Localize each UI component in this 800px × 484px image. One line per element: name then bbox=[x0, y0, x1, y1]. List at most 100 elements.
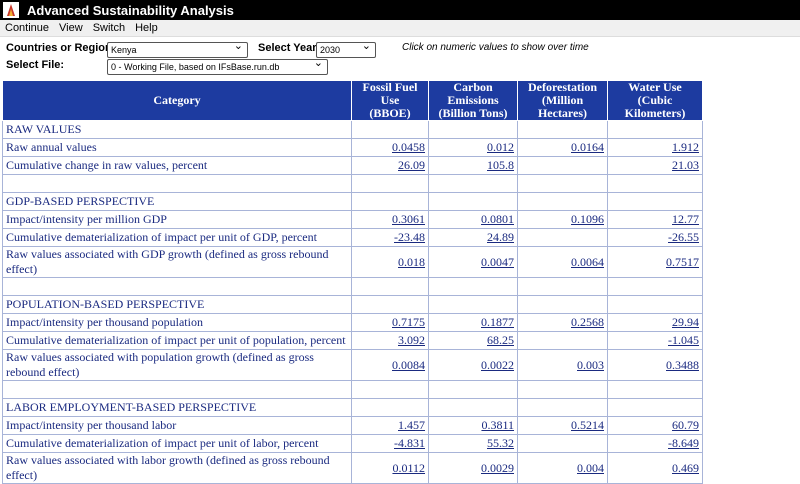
value-cell: 0.0112 bbox=[351, 452, 429, 484]
value-cell: 0.0084 bbox=[351, 349, 429, 381]
value-link[interactable]: 0.004 bbox=[577, 460, 604, 475]
value-link[interactable]: 68.25 bbox=[487, 333, 514, 347]
empty-cell bbox=[517, 192, 608, 211]
header-text: (Million Hectares) bbox=[537, 93, 588, 120]
value-link[interactable]: 21.03 bbox=[672, 158, 699, 172]
row-label: Impact/intensity per million GDP bbox=[2, 210, 352, 229]
file-select[interactable]: 0 - Working File, based on IFsBase.run.d… bbox=[107, 56, 328, 75]
value-link[interactable]: 0.3811 bbox=[481, 418, 514, 432]
value-link[interactable]: 12.77 bbox=[672, 212, 699, 226]
header-text: (BBOE) bbox=[369, 106, 411, 120]
value-link[interactable]: 0.0164 bbox=[571, 140, 604, 154]
value-link[interactable]: 0.0047 bbox=[481, 254, 514, 269]
value-cell: -1.045 bbox=[607, 331, 703, 350]
value-link[interactable]: -4.831 bbox=[394, 436, 425, 450]
value-link[interactable]: 105.8 bbox=[487, 158, 514, 172]
empty-cell bbox=[428, 380, 518, 399]
value-cell: 0.0022 bbox=[428, 349, 518, 381]
value-cell: 0.3061 bbox=[351, 210, 429, 229]
file-label: Select File: bbox=[6, 59, 65, 71]
value-link[interactable]: 0.5214 bbox=[571, 418, 604, 432]
empty-cell bbox=[351, 277, 429, 296]
value-cell: 0.0064 bbox=[517, 246, 608, 278]
menu-item[interactable]: Switch bbox=[92, 22, 126, 34]
region-select[interactable]: Kenya bbox=[107, 39, 248, 58]
value-link[interactable]: 0.7175 bbox=[392, 315, 425, 329]
value-link[interactable]: 0.2568 bbox=[571, 315, 604, 329]
empty-cell bbox=[428, 120, 518, 139]
value-cell: -4.831 bbox=[351, 434, 429, 453]
year-select[interactable]: 2030 bbox=[316, 39, 376, 58]
value-link[interactable]: 0.0084 bbox=[392, 357, 425, 372]
value-link[interactable]: 0.1877 bbox=[481, 315, 514, 329]
empty-cell bbox=[607, 398, 703, 417]
value-cell: 1.457 bbox=[351, 416, 429, 435]
value-link[interactable]: -1.045 bbox=[668, 333, 699, 347]
empty-cell bbox=[607, 192, 703, 211]
value-link[interactable]: 3.092 bbox=[398, 333, 425, 347]
value-link[interactable]: 29.94 bbox=[672, 315, 699, 329]
value-link[interactable]: 0.469 bbox=[672, 460, 699, 475]
value-link[interactable]: 1.912 bbox=[672, 140, 699, 154]
value-cell bbox=[517, 331, 608, 350]
value-cell: 21.03 bbox=[607, 156, 703, 175]
value-link[interactable]: 60.79 bbox=[672, 418, 699, 432]
column-header: Carbon Emissions (Billion Tons) bbox=[428, 80, 518, 121]
value-link[interactable]: 0.0064 bbox=[571, 254, 604, 269]
value-cell: -26.55 bbox=[607, 228, 703, 247]
value-cell: 0.1877 bbox=[428, 313, 518, 332]
value-link[interactable]: 0.0458 bbox=[392, 140, 425, 154]
empty-cell bbox=[351, 295, 429, 314]
value-link[interactable]: 0.012 bbox=[487, 140, 514, 154]
row-label: Raw annual values bbox=[2, 138, 352, 157]
value-cell: 12.77 bbox=[607, 210, 703, 229]
row-label: Cumulative dematerialization of impact p… bbox=[2, 228, 352, 247]
value-cell: -23.48 bbox=[351, 228, 429, 247]
value-link[interactable]: 55.32 bbox=[487, 436, 514, 450]
data-row: Impact/intensity per million GDP 0.3061 0.… bbox=[2, 210, 703, 229]
value-link[interactable]: -23.48 bbox=[394, 230, 425, 244]
value-cell: 0.1096 bbox=[517, 210, 608, 229]
value-link[interactable]: -8.649 bbox=[668, 436, 699, 450]
data-row: Impact/intensity per thousand labor 1.457… bbox=[2, 416, 703, 435]
empty-cell bbox=[517, 120, 608, 139]
empty-cell bbox=[428, 174, 518, 193]
section-row: GDP-BASED PERSPECTIVE bbox=[2, 192, 703, 211]
empty-cell bbox=[428, 192, 518, 211]
value-link[interactable]: 0.1096 bbox=[571, 212, 604, 226]
data-row: Cumulative dematerialization of impact p… bbox=[2, 434, 703, 453]
value-link[interactable]: 24.89 bbox=[487, 230, 514, 244]
value-link[interactable]: 26.09 bbox=[398, 158, 425, 172]
value-link[interactable]: 0.3488 bbox=[666, 357, 699, 372]
header-text: Carbon Emissions bbox=[447, 80, 499, 107]
value-link[interactable]: 0.7517 bbox=[666, 254, 699, 269]
value-link[interactable]: 0.0112 bbox=[392, 460, 425, 475]
menu-item[interactable]: Help bbox=[135, 22, 158, 34]
value-cell: 0.2568 bbox=[517, 313, 608, 332]
value-cell: 0.0458 bbox=[351, 138, 429, 157]
row-label: Cumulative change in raw values, percent bbox=[2, 156, 352, 175]
value-link[interactable]: 1.457 bbox=[398, 418, 425, 432]
row-label: Impact/intensity per thousand labor bbox=[2, 416, 352, 435]
empty-cell bbox=[351, 174, 429, 193]
value-link[interactable]: 0.003 bbox=[577, 357, 604, 372]
row-label: Raw values associated with population gr… bbox=[2, 349, 352, 381]
value-link[interactable]: 0.0029 bbox=[481, 460, 514, 475]
header-text: (Cubic Kilometers) bbox=[624, 93, 686, 120]
value-cell: 24.89 bbox=[428, 228, 518, 247]
menu-item[interactable]: Continue bbox=[5, 22, 50, 34]
empty-cell bbox=[607, 277, 703, 296]
value-link[interactable]: 0.3061 bbox=[392, 212, 425, 226]
data-row: Raw values associated with population gr… bbox=[2, 349, 703, 381]
value-cell: 0.0047 bbox=[428, 246, 518, 278]
value-link[interactable]: 0.0022 bbox=[481, 357, 514, 372]
value-link[interactable]: 0.0801 bbox=[481, 212, 514, 226]
column-header: Category bbox=[2, 80, 352, 121]
empty-cell bbox=[351, 192, 429, 211]
value-cell: 0.3488 bbox=[607, 349, 703, 381]
value-link[interactable]: 0.018 bbox=[398, 254, 425, 269]
value-link[interactable]: -26.55 bbox=[668, 230, 699, 244]
header-text: Deforestation bbox=[527, 80, 598, 94]
menu-item[interactable]: View bbox=[59, 22, 83, 34]
data-row: Raw values associated with labor growth … bbox=[2, 452, 703, 484]
